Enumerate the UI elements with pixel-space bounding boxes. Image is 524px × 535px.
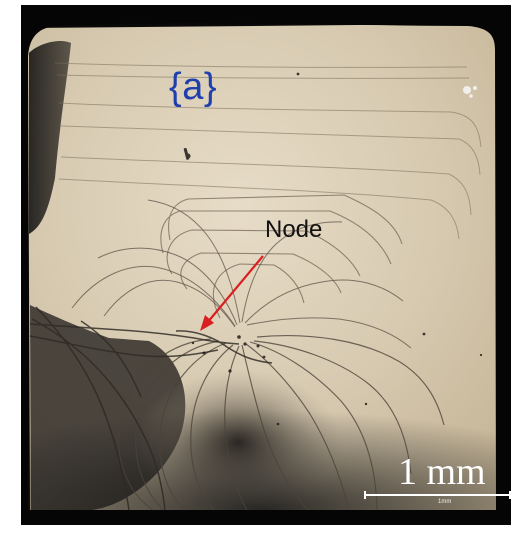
bright-spots bbox=[463, 86, 477, 98]
upper-growth-lines bbox=[54, 62, 482, 240]
crystal-micrograph bbox=[21, 5, 511, 525]
node-arrow-head bbox=[200, 315, 214, 331]
microscope-image bbox=[21, 5, 511, 525]
upper-spiral-lines bbox=[71, 199, 412, 349]
fracture-lines bbox=[29, 306, 273, 511]
scale-bar bbox=[364, 491, 511, 499]
terrace-lines bbox=[160, 194, 403, 319]
scale-bar-label: 1 mm bbox=[398, 451, 486, 493]
left-edge-shadow bbox=[29, 41, 71, 234]
node-arrow-line bbox=[206, 255, 264, 324]
scale-bar-sublabel: 1mm bbox=[438, 499, 452, 505]
panel-label: {a} bbox=[169, 66, 218, 108]
bottom-shading bbox=[28, 385, 496, 510]
defects bbox=[183, 72, 483, 426]
node-label: Node bbox=[265, 216, 323, 243]
